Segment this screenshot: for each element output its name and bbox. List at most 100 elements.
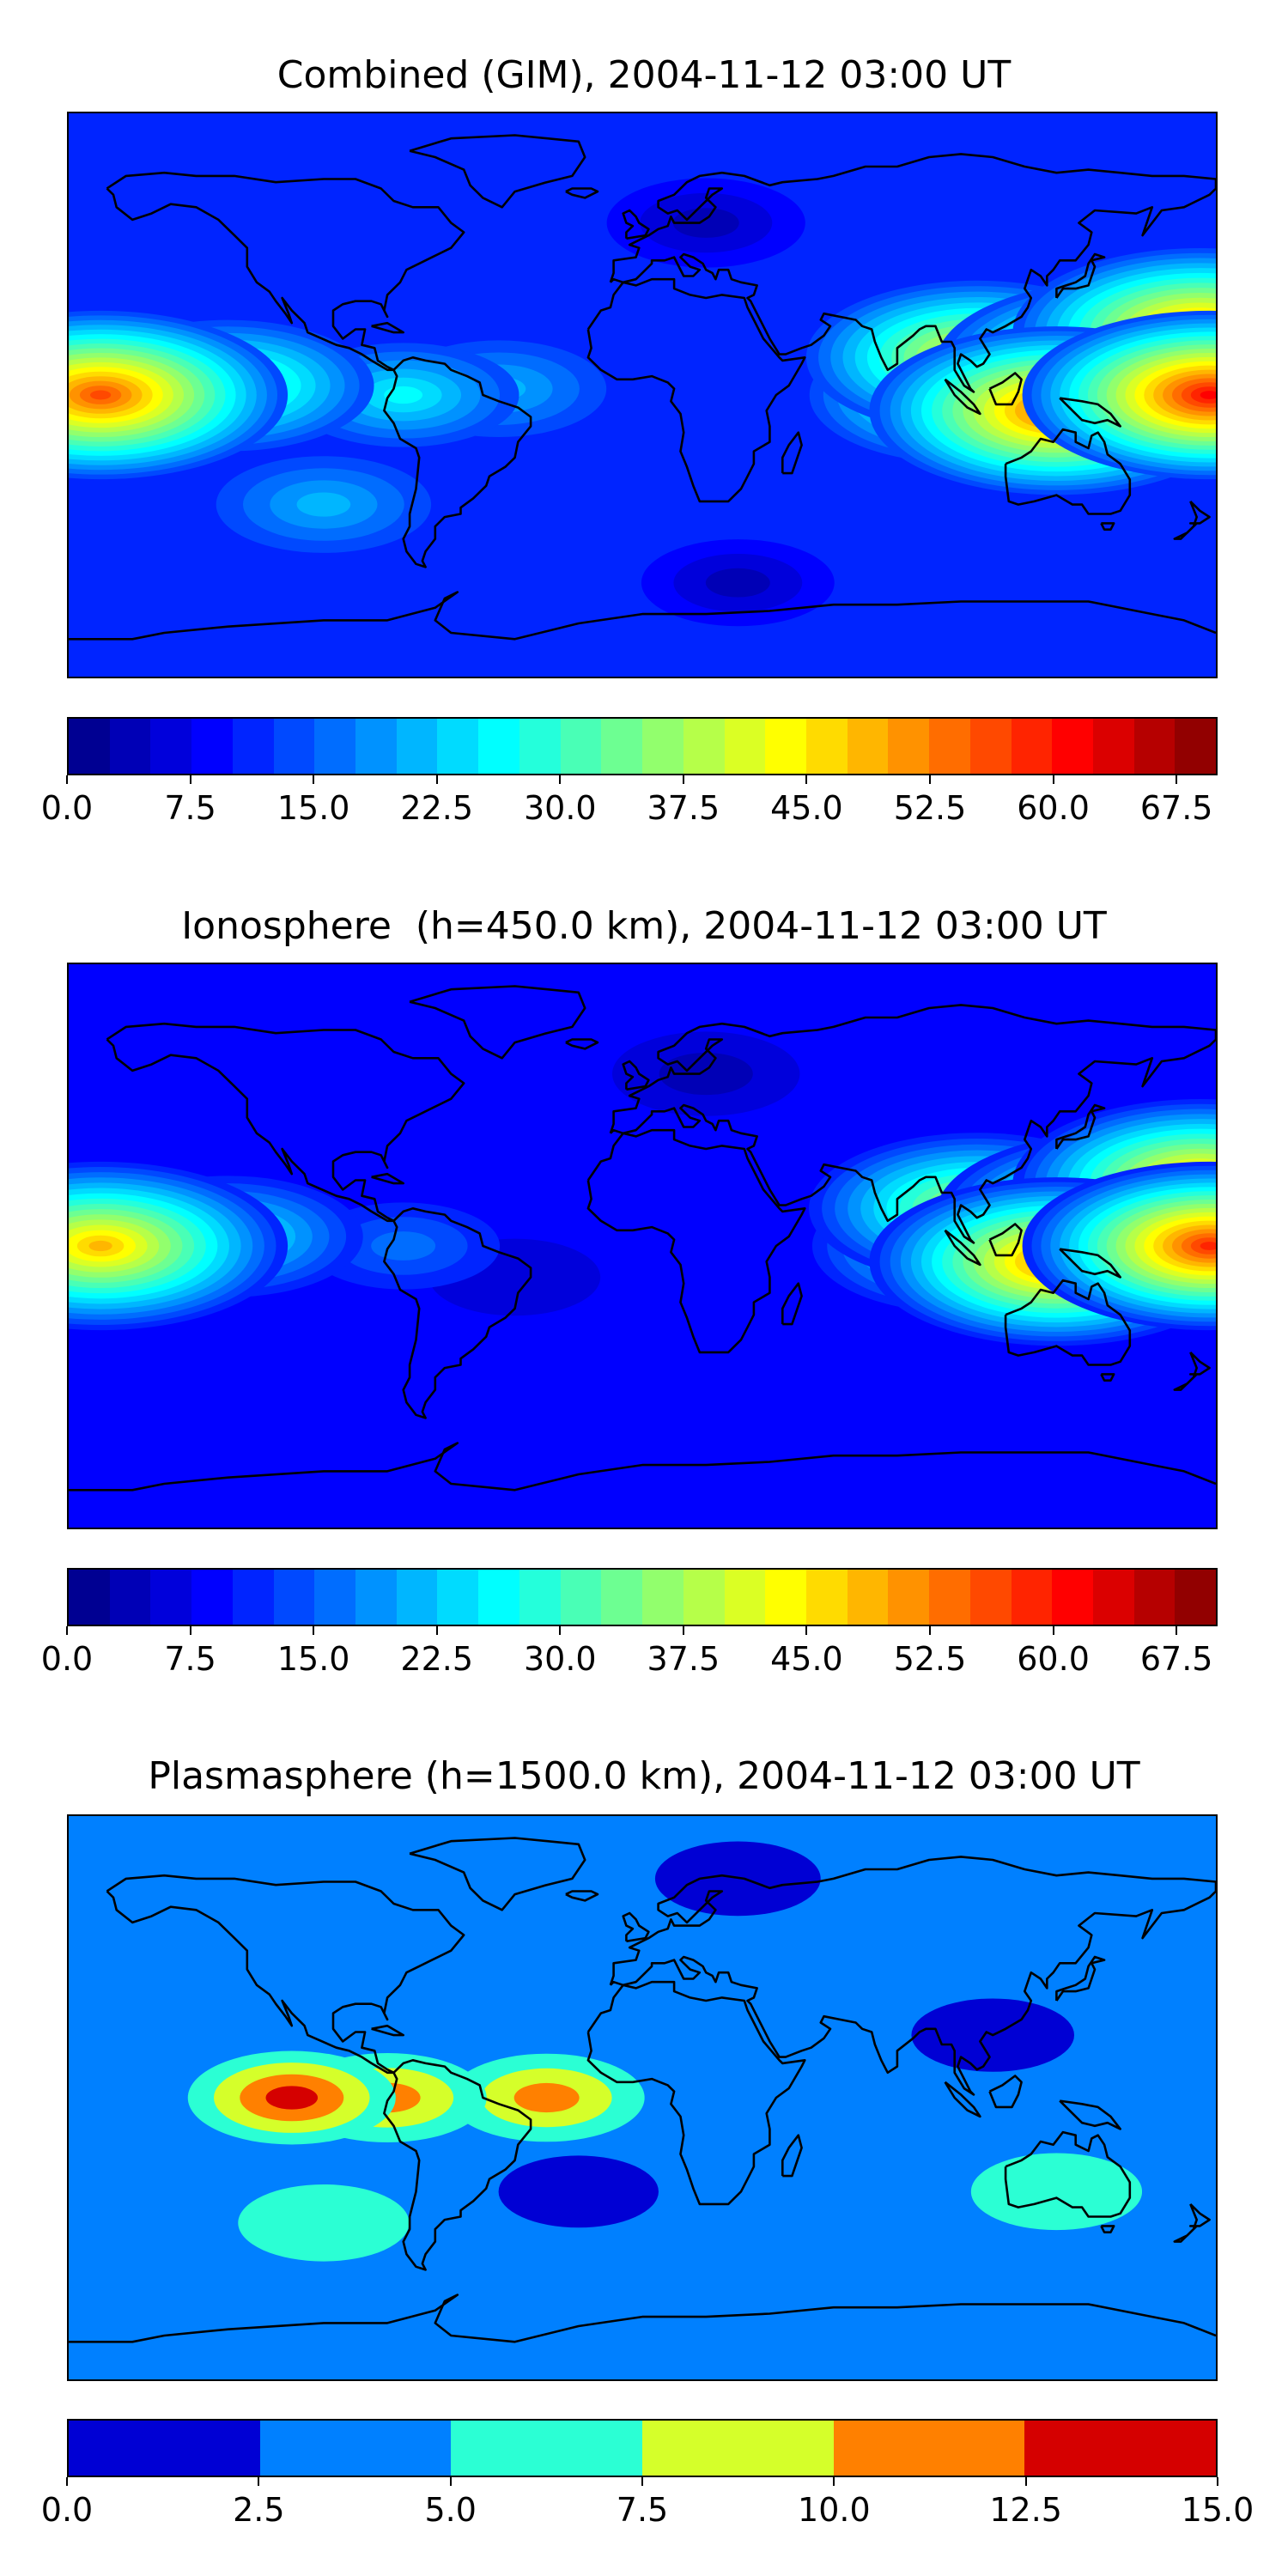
contour-feature — [69, 310, 289, 480]
colorbar-swatch — [396, 719, 438, 774]
colorbar-tick-label: 60.0 — [1017, 789, 1090, 827]
colorbar-swatch — [560, 719, 602, 774]
colorbar-swatch — [478, 1570, 519, 1625]
colorbar-swatch — [805, 719, 848, 774]
colorbar-swatch — [519, 719, 561, 774]
colorbar-ticks: 0.0 7.5 15.0 22.5 30.0 37.5 45.0 52.5 60.0 67.5 — [41, 1626, 1218, 1678]
coastline-antarctica — [69, 1442, 1216, 1492]
contour-map — [69, 113, 1216, 677]
colorbar-swatch — [1092, 1570, 1134, 1625]
colorbar-tick-label: 22.5 — [400, 1640, 474, 1678]
coastline-cuba — [371, 2024, 405, 2037]
coastline-japan — [1055, 1955, 1106, 2002]
coastline-antarctica — [69, 2293, 1216, 2343]
colorbar-tick-label: 67.5 — [1139, 789, 1213, 827]
colorbar-swatch — [69, 719, 110, 774]
contour-map — [69, 964, 1216, 1528]
colorbar-tick-label: 10.0 — [798, 2491, 871, 2529]
coastline-cuba — [371, 321, 405, 334]
contour-level — [498, 2155, 659, 2228]
colorbar-swatch — [1133, 719, 1176, 774]
colorbar-swatch — [1052, 719, 1093, 774]
coastline-greenland — [409, 1837, 586, 1911]
colorbar-swatch — [232, 719, 274, 774]
colorbar-swatch — [451, 2421, 643, 2476]
colorbar-swatch — [1052, 1570, 1093, 1625]
colorbar-swatch — [150, 719, 192, 774]
chart-title: Ionosphere (h=450.0 km), 2004-11-12 03:0… — [181, 904, 1107, 948]
colorbar-swatch — [929, 719, 970, 774]
chart-title: Combined (GIM), 2004-11-12 03:00 UT — [276, 53, 1012, 97]
contour-level — [513, 2082, 580, 2113]
contour-level — [1200, 391, 1216, 399]
colorbar-tick-mark — [1052, 775, 1054, 784]
colorbar-swatch — [69, 2421, 260, 2476]
coastline-africa — [586, 1980, 806, 2206]
colorbar-tick-mark — [313, 1626, 315, 1635]
colorbar-tick-label: 60.0 — [1017, 1640, 1090, 1678]
colorbar-tick-label: 12.5 — [989, 2491, 1062, 2529]
colorbar-tick-label: 7.5 — [616, 2491, 669, 2529]
colorbar-tick-label: 7.5 — [164, 1640, 216, 1678]
colorbar-tick-label: 0.0 — [40, 1640, 94, 1678]
colorbar-swatch — [69, 1570, 110, 1625]
contour-feature — [448, 2053, 645, 2142]
colorbar-tick-mark — [1176, 775, 1178, 784]
colorbar-tick-mark — [833, 2477, 835, 2486]
coastline-madagascar — [781, 431, 803, 475]
colorbar-tick-label: 7.5 — [164, 789, 216, 827]
contour-feature — [69, 1161, 289, 1331]
contour-level — [371, 1231, 436, 1261]
coastline-australia — [1004, 1279, 1132, 1366]
colorbar-swatch — [560, 1570, 602, 1625]
colorbar-swatch — [601, 719, 643, 774]
colorbar-swatch — [314, 719, 356, 774]
coastline-north-america — [106, 1022, 465, 1223]
colorbar-swatch — [765, 719, 806, 774]
colorbar-tick-mark — [929, 1626, 931, 1635]
colorbar-tick-mark — [66, 1626, 68, 1635]
colorbar-swatch — [805, 1570, 848, 1625]
coastline-tasmania — [1100, 2225, 1115, 2234]
colorbar-tick-mark — [805, 775, 808, 784]
coastline-new-guinea — [1059, 397, 1121, 428]
colorbar-tick-label: 30.0 — [523, 1640, 597, 1678]
coastline-new-zealand — [1173, 1351, 1211, 1391]
colorbar-swatch — [109, 719, 151, 774]
coastline-south-america — [383, 355, 532, 568]
chart-title: Plasmasphere (h=1500.0 km), 2004-11-12 0… — [148, 1754, 1140, 1798]
colorbar-tick-label: 15.0 — [276, 789, 350, 827]
colorbar-tick-mark — [1217, 2477, 1218, 2486]
coastline-south-america — [383, 1206, 532, 1419]
colorbar-swatch — [191, 719, 233, 774]
colorbar-tick-mark — [66, 2477, 68, 2486]
colorbar-tick-mark — [682, 1626, 684, 1635]
coastline-sumatra — [944, 378, 981, 416]
colorbar-tick-mark — [313, 775, 315, 784]
colorbar-swatch — [1092, 719, 1134, 774]
coastline-new-guinea — [1059, 2099, 1121, 2130]
colorbar-swatch — [150, 1570, 192, 1625]
colorbar-tick-mark — [435, 775, 438, 784]
colorbar-swatch — [1011, 719, 1053, 774]
colorbar-tick-label: 15.0 — [276, 1640, 350, 1678]
coastline-north-america — [106, 1874, 465, 2075]
coastline-iceland — [565, 1038, 599, 1050]
coastline-iceland — [565, 1890, 599, 1902]
colorbar-swatch — [273, 719, 315, 774]
colorbar-tick-label: 45.0 — [770, 1640, 843, 1678]
contour-level — [672, 208, 739, 238]
colorbar-swatch — [601, 1570, 643, 1625]
colorbar-tick-label: 67.5 — [1139, 1640, 1213, 1678]
coastline-britain — [622, 1911, 650, 1943]
colorbar-tick-mark — [682, 775, 684, 784]
colorbar-tick-mark — [189, 775, 191, 784]
colorbar-swatch — [478, 719, 519, 774]
colorbar-swatch — [969, 1570, 1012, 1625]
colorbar-swatch — [437, 719, 479, 774]
colorbar-swatch — [273, 1570, 315, 1625]
coastline-borneo — [988, 2075, 1023, 2109]
colorbar-tick-label: 45.0 — [770, 789, 843, 827]
contour-feature — [498, 2155, 659, 2228]
coastline-australia — [1004, 2130, 1132, 2218]
